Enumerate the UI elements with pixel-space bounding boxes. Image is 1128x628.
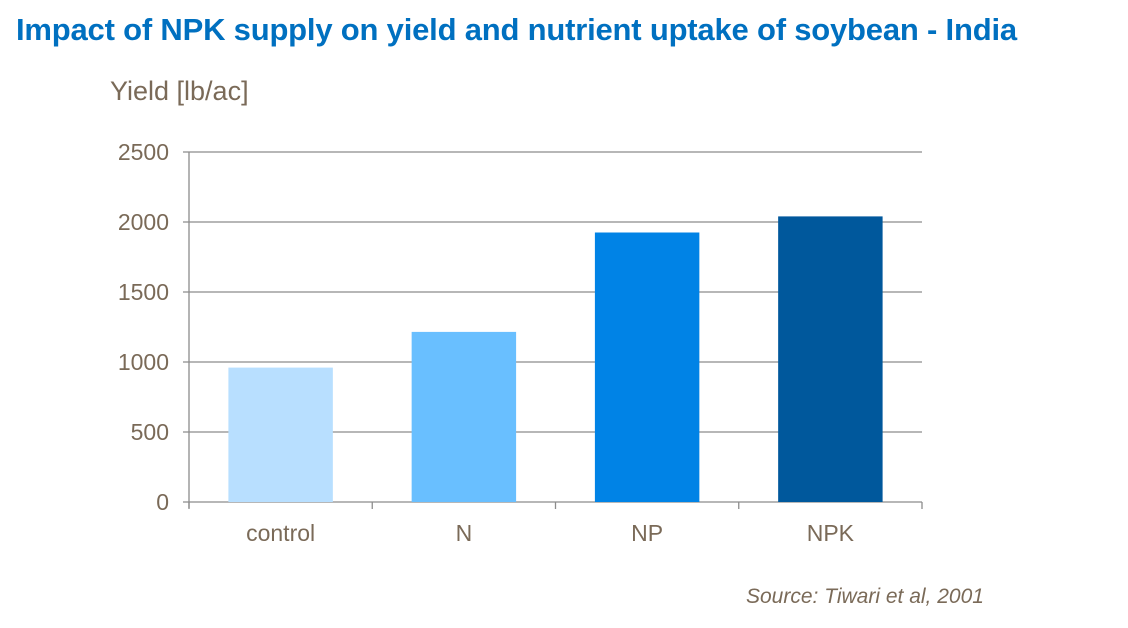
bar-npk — [778, 216, 883, 502]
source-note: Source: Tiwari et al, 2001 — [746, 585, 984, 608]
y-axis-label: Yield [lb/ac] — [110, 76, 249, 106]
x-tick-label: NP — [631, 520, 663, 546]
bar-np — [594, 232, 700, 502]
bar-n — [411, 331, 517, 502]
chart-title: Impact of NPK supply on yield and nutrie… — [16, 12, 1017, 47]
y-tick-label: 2000 — [118, 209, 169, 235]
y-tick-label: 0 — [156, 489, 169, 515]
x-tick-label: NPK — [807, 520, 855, 546]
x-tick-label: control — [246, 520, 315, 546]
bar-control — [228, 367, 333, 502]
x-tick-label: N — [456, 520, 473, 546]
y-tick-label: 1500 — [118, 279, 169, 305]
y-tick-label: 2500 — [118, 139, 169, 165]
y-tick-label: 500 — [131, 419, 169, 445]
y-tick-label: 1000 — [118, 349, 169, 375]
